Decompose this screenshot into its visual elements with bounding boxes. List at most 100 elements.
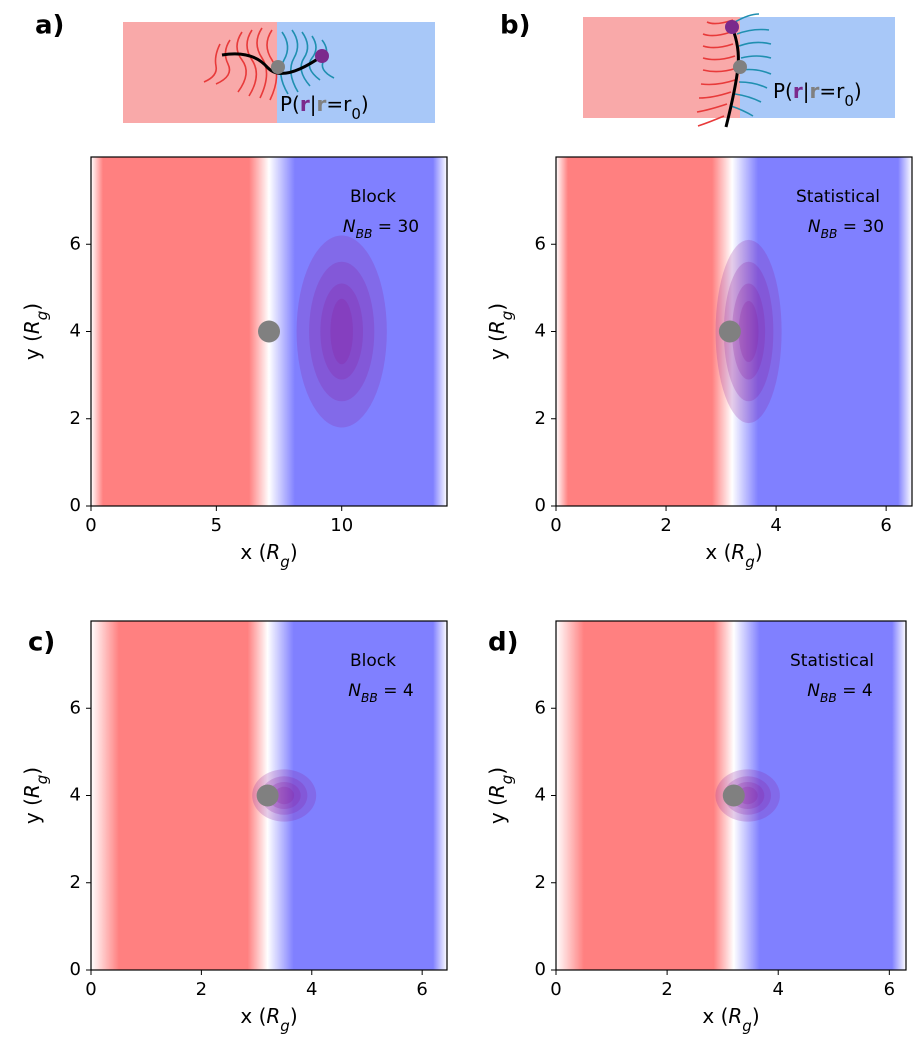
n-label: NBB = 30: [808, 217, 884, 241]
text-part: |: [310, 92, 317, 116]
x-tick-label: 4: [770, 515, 781, 536]
text-part: g: [33, 311, 51, 321]
panel-label: c): [28, 628, 55, 658]
x-tick-label: 2: [660, 515, 671, 536]
contour-level: [723, 261, 774, 402]
text-part: g: [33, 775, 51, 785]
y-axis-label: y (Rg): [20, 767, 51, 824]
anchor-point: [256, 784, 279, 807]
text-part: g: [498, 775, 516, 785]
contour-level: [309, 261, 375, 402]
text-part: R: [20, 320, 44, 334]
contour-level: [715, 239, 782, 424]
text-part: r: [317, 92, 327, 116]
text-part: y (: [485, 798, 509, 824]
x-axis-label: x (Rg): [240, 540, 297, 571]
text-part: ): [20, 303, 44, 311]
x-tick-label: 4: [306, 979, 317, 1000]
end-bead: [725, 20, 739, 34]
text-part: BB: [820, 691, 837, 705]
text-part: x (: [702, 1004, 728, 1028]
annotation: Block: [350, 651, 396, 671]
panel-label: a): [35, 11, 64, 41]
y-tick-label: 0: [70, 959, 81, 980]
n-label: NBB = 4: [807, 681, 872, 705]
y-tick-label: 4: [70, 785, 81, 806]
text-part: ): [290, 1004, 298, 1028]
text-part: x (: [240, 1004, 266, 1028]
x-tick-label: 2: [661, 979, 672, 1000]
text-part: r: [300, 92, 310, 116]
text-part: y (: [485, 334, 509, 360]
x-axis-label: x (Rg): [705, 540, 762, 571]
y-tick-label: 2: [70, 408, 81, 429]
annotation: Statistical: [790, 651, 874, 671]
text-part: r: [793, 79, 803, 103]
text-part: N: [808, 217, 821, 237]
contour-level: [738, 300, 759, 363]
text-part: y (: [20, 798, 44, 824]
anchor-bead: [271, 60, 285, 74]
text-part: R: [728, 1004, 742, 1028]
text-part: =r: [819, 79, 845, 103]
text-part: R: [731, 540, 745, 564]
y-tick-label: 4: [70, 321, 81, 342]
y-tick-label: 6: [70, 697, 81, 718]
y-tick-label: 2: [535, 872, 546, 893]
contour-level: [330, 298, 353, 365]
text-part: N: [348, 681, 361, 701]
y-tick-label: 6: [535, 233, 546, 254]
y-tick-label: 2: [70, 872, 81, 893]
schematic-label: P(r|r=r0): [280, 92, 369, 123]
y-tick-label: 0: [535, 495, 546, 516]
text-part: ): [20, 767, 44, 775]
text-part: P(: [280, 92, 300, 116]
text-part: BB: [361, 691, 378, 705]
n-label: NBB = 30: [343, 217, 419, 241]
text-part: BB: [356, 227, 373, 241]
text-part: R: [266, 1004, 280, 1028]
contour-level: [296, 235, 387, 428]
panel-label: d): [488, 628, 519, 658]
text-part: ): [755, 540, 763, 564]
text-part: R: [20, 784, 44, 798]
y-tick-label: 4: [535, 321, 546, 342]
backbone: [221, 52, 323, 75]
text-part: y (: [20, 334, 44, 360]
contour-level: [320, 283, 364, 380]
text-part: BB: [821, 227, 838, 241]
annotation: Statistical: [796, 187, 880, 207]
text-part: ): [752, 1004, 760, 1028]
y-axis-label: y (Rg): [485, 767, 516, 824]
text-part: = 30: [372, 217, 419, 237]
text-part: r: [810, 79, 820, 103]
text-part: g: [280, 553, 290, 571]
x-tick-label: 0: [550, 979, 561, 1000]
x-tick-label: 0: [85, 979, 96, 1000]
text-part: R: [485, 784, 509, 798]
y-axis-label: y (Rg): [485, 303, 516, 360]
end-bead: [315, 49, 329, 63]
text-part: x (: [240, 540, 266, 564]
text-part: N: [343, 217, 356, 237]
y-tick-label: 0: [535, 959, 546, 980]
x-tick-label: 6: [884, 979, 895, 1000]
red-side-chains: [203, 27, 278, 101]
text-part: x (: [705, 540, 731, 564]
blue-side-chains: [730, 13, 772, 117]
text-part: g: [280, 1017, 290, 1035]
y-tick-label: 2: [535, 408, 546, 429]
anchor-point: [722, 784, 745, 807]
schematic-label: P(r|r=r0): [773, 79, 862, 110]
y-tick-label: 4: [535, 785, 546, 806]
annotation: Block: [350, 187, 396, 207]
contour-level: [252, 769, 317, 822]
anchor-point: [718, 320, 741, 343]
text-part: g: [498, 311, 516, 321]
red-domain: [123, 22, 277, 123]
text-part: ): [290, 540, 298, 564]
